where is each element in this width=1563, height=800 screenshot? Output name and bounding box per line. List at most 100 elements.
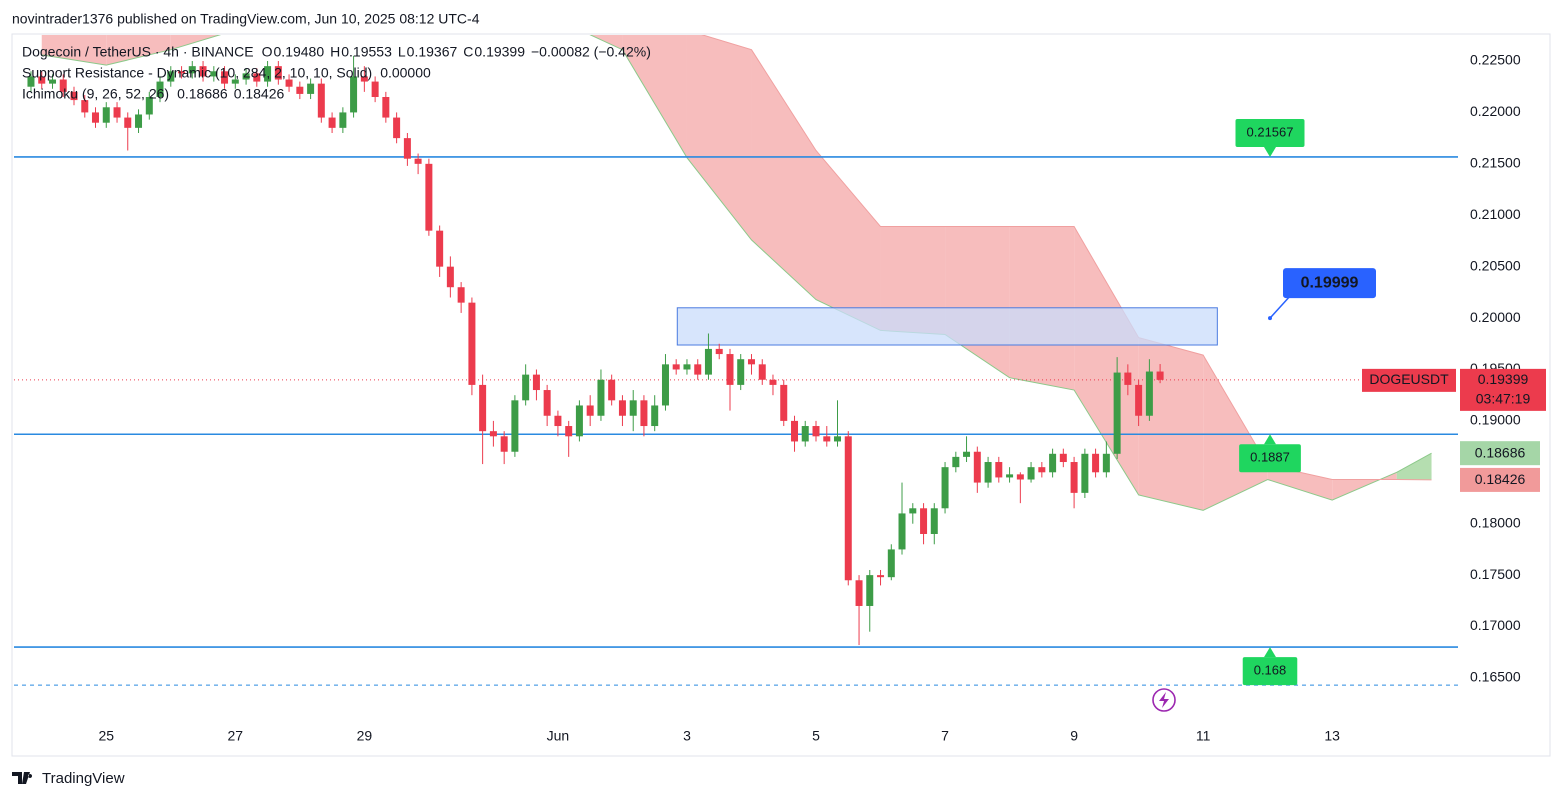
candle-body: [920, 508, 928, 534]
x-tick-label: 5: [812, 728, 820, 744]
candle-body: [575, 405, 583, 437]
cloud-segment: [1138, 337, 1204, 511]
legend-change: −0.00082 (−0.42%): [531, 44, 651, 60]
candle-body: [661, 364, 669, 406]
y-tick-label: 0.22000: [1470, 103, 1521, 119]
candle-body: [769, 379, 777, 385]
candle-body: [1145, 371, 1153, 416]
footer-brand: TradingView: [42, 770, 125, 787]
candle-body: [253, 73, 261, 82]
candle-body: [522, 374, 530, 401]
y-tick-label: 0.21500: [1470, 155, 1521, 171]
candle-body: [27, 76, 35, 87]
candle-body: [672, 364, 680, 370]
candle-body: [565, 426, 573, 437]
candle-body: [49, 79, 57, 84]
candle-body: [1070, 462, 1078, 493]
candle-body: [274, 66, 282, 80]
publisher-line: novintrader1376 published on TradingView…: [12, 11, 480, 27]
cloud-segment: [686, 35, 752, 240]
candle-body: [1124, 372, 1132, 385]
candle-body: [715, 348, 723, 355]
y-tick-label: 0.17000: [1470, 617, 1521, 633]
candle-body: [855, 580, 863, 606]
x-tick-label: 3: [683, 728, 691, 744]
candle-body: [1113, 372, 1121, 454]
x-tick-label: Jun: [547, 728, 570, 744]
candle-body: [457, 287, 465, 303]
ichimoku-tag: [1460, 441, 1540, 466]
x-tick-label: 13: [1324, 728, 1340, 744]
candle-body: [984, 462, 992, 483]
candle-body: [543, 390, 551, 416]
ichimoku-tag-text: 0.18426: [1475, 471, 1526, 487]
legend-ichimoku-a: 0.18686: [177, 86, 228, 102]
level-label-box: [1239, 444, 1301, 473]
legend-ohlc-value: 0.19480: [274, 44, 325, 60]
legend-indicator: Ichimoku (9, 26, 52, 26): [22, 86, 169, 102]
candle-body: [618, 400, 626, 416]
cloud-segment: [1074, 226, 1139, 495]
candle-body: [328, 117, 336, 128]
ichimoku-span-a: [41, 35, 1432, 511]
x-tick-label: 7: [941, 728, 949, 744]
candle-body: [1016, 474, 1024, 480]
legend-ohlc-value: 0.19553: [341, 44, 392, 60]
cloud-segment: [41, 35, 107, 66]
legend-ohlc-key: O: [262, 44, 273, 60]
x-tick-label: 25: [98, 728, 114, 744]
candle-body: [780, 384, 788, 421]
candle-body: [952, 456, 960, 468]
legend-ohlc-key: H: [330, 44, 340, 60]
y-tick-label: 0.20000: [1470, 309, 1521, 325]
cloud-segment: [493, 10, 558, 20]
candle-body: [156, 81, 164, 98]
candle-body: [823, 436, 831, 442]
ichimoku-tag: [1460, 467, 1540, 492]
candle-body: [403, 138, 411, 159]
candle-body: [145, 97, 153, 115]
level-label-pointer: [1264, 146, 1276, 157]
callout-text: 0.19999: [1301, 274, 1359, 291]
legend-indicator: Support Resistance - Dynamic (10, 284, 2…: [22, 65, 372, 81]
level-label: 0.1887: [1239, 434, 1301, 473]
cloud-segment: [1267, 465, 1333, 501]
candle-body: [210, 71, 218, 77]
candle-body: [586, 405, 594, 416]
candle-body: [296, 86, 304, 94]
candle-body: [1156, 371, 1164, 380]
candle-body: [941, 467, 949, 509]
candle-body: [70, 91, 78, 101]
candle-body: [91, 112, 99, 123]
callout-leader: [1269, 295, 1291, 319]
y-tick-label: 0.16500: [1470, 669, 1521, 685]
ichimoku-tag-text: 0.18686: [1475, 444, 1526, 460]
candle-body: [59, 79, 67, 92]
candle-body: [909, 508, 917, 514]
x-tick-label: 9: [1070, 728, 1078, 744]
candle-body: [188, 66, 196, 74]
x-tick-label: 27: [228, 728, 244, 744]
candle-body: [102, 107, 110, 123]
candle-body: [898, 513, 906, 550]
legend-symbol: Dogecoin / TetherUS · 4h · BINANCE: [22, 44, 254, 60]
candle-body: [317, 83, 325, 118]
candle-body: [167, 71, 175, 82]
candle-body: [135, 114, 143, 128]
candle-body: [360, 76, 368, 82]
candle-body: [683, 364, 691, 370]
candle-body: [866, 575, 874, 606]
callout-dot: [1268, 316, 1272, 321]
level-label-text: 0.1887: [1250, 450, 1290, 465]
candle-body: [930, 508, 938, 534]
price-tag-countdown: 03:47:19: [1476, 391, 1531, 407]
level-label: 0.21567: [1235, 118, 1305, 157]
x-tick-label: 29: [357, 728, 373, 744]
candle-body: [339, 112, 347, 128]
candle-body: [468, 302, 476, 385]
candle-body: [651, 405, 659, 427]
plot-area: [14, 10, 1458, 686]
candle-body: [511, 400, 519, 452]
